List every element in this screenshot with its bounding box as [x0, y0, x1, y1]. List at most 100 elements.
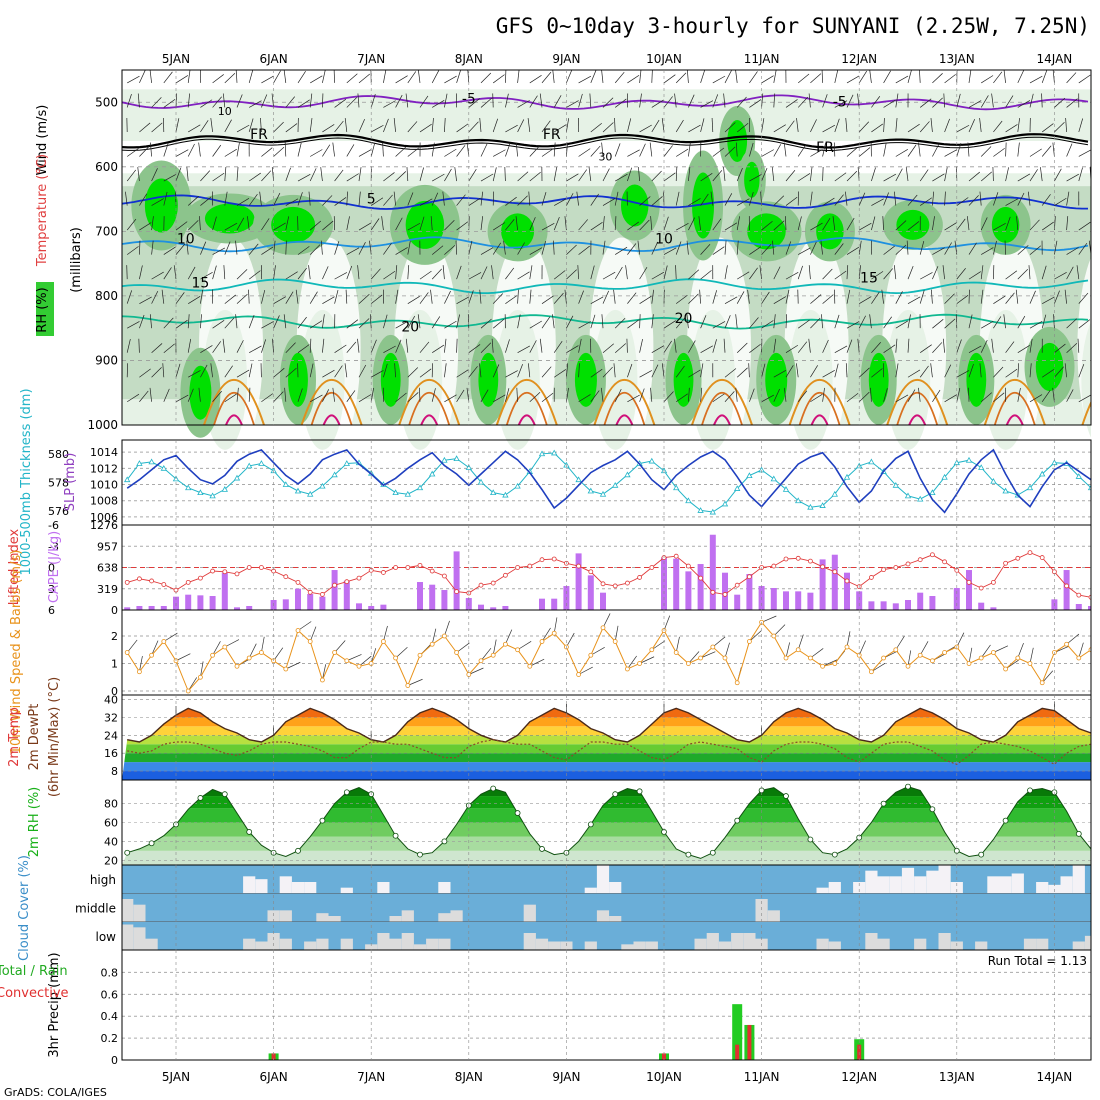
wind-barb — [578, 75, 592, 84]
wind-barb — [383, 70, 387, 83]
wind-barb — [480, 191, 484, 206]
wind-barb — [297, 142, 302, 157]
cape-bar — [819, 559, 826, 610]
rh-point — [978, 851, 985, 858]
wind-barb — [944, 74, 956, 84]
wind-barb — [578, 394, 591, 403]
wind-barb — [1090, 278, 1091, 280]
wind-barb — [419, 216, 425, 231]
wind-barb-10m — [822, 659, 838, 667]
cape-bar — [831, 554, 838, 610]
wind-barb — [417, 314, 421, 329]
wind-barb — [1090, 303, 1091, 304]
isotherm-line — [122, 236, 1089, 253]
wind-barb — [273, 391, 284, 403]
wind-barb — [882, 216, 884, 231]
wind-barb — [675, 191, 680, 206]
cape-tick-label: 0 — [111, 604, 118, 617]
isotherm-25-arc — [398, 379, 461, 426]
wind-barb-10m — [993, 645, 1009, 653]
wind-barb — [1066, 342, 1078, 353]
wind-barb — [1005, 292, 1015, 304]
wind-barb — [309, 291, 318, 304]
wind-barb — [149, 70, 152, 83]
wind-barb — [883, 388, 888, 402]
isotherm-30-arc — [603, 392, 646, 426]
wind-barb — [930, 118, 933, 132]
wind-barb — [322, 144, 331, 157]
wind-barb — [993, 120, 1003, 133]
wind-barb — [797, 390, 808, 402]
wind-barb — [126, 338, 131, 353]
wind-barb — [235, 314, 238, 329]
wind-barb — [871, 271, 884, 280]
wind-barb — [675, 365, 685, 378]
wind-barb — [602, 168, 610, 182]
wind-barb — [638, 167, 640, 182]
li-point — [405, 565, 411, 570]
wind-barb — [846, 147, 858, 157]
wind-barb — [773, 266, 781, 280]
rh-point — [221, 791, 228, 798]
wind-barb — [151, 97, 162, 108]
wind-barb — [675, 119, 684, 133]
wind-barb — [578, 290, 584, 304]
wind-barb — [956, 268, 966, 280]
wind-barb — [846, 170, 858, 182]
wind-barb — [163, 267, 172, 280]
wind-barb — [432, 99, 445, 108]
wind-speed-point — [258, 650, 264, 655]
wind-barb — [808, 265, 811, 280]
slp-point — [209, 492, 216, 499]
wind-barb — [723, 93, 726, 108]
wind-barb — [1078, 292, 1089, 304]
rh-saturated-area — [765, 352, 788, 407]
wind-barb — [346, 319, 359, 329]
li-point — [978, 585, 984, 591]
wind-barb — [456, 369, 469, 378]
cape-bar — [966, 570, 972, 610]
wind-barb — [956, 124, 970, 133]
wind-barb — [651, 241, 659, 255]
wind-barb-10m — [919, 641, 929, 656]
wind-barb — [920, 272, 933, 280]
slp-point — [734, 485, 741, 491]
wind-barb — [761, 118, 765, 133]
wind-barb — [468, 290, 474, 304]
isotherm-35-arc — [615, 414, 634, 426]
wind-barb — [942, 338, 945, 353]
wind-barb — [334, 98, 347, 108]
wind-barb — [834, 172, 847, 182]
cloud-bar — [865, 933, 878, 950]
li-point — [832, 569, 838, 575]
cloud-bar — [1072, 941, 1085, 950]
wind-barb — [980, 95, 989, 108]
wind-barb — [967, 142, 970, 157]
wind-barb — [139, 368, 151, 378]
wind-barb — [285, 240, 287, 255]
wind-barb — [846, 217, 855, 231]
wind-barb — [602, 366, 613, 378]
wind-barb — [163, 98, 176, 108]
wind-barb — [322, 124, 335, 133]
wind-barb — [688, 387, 690, 402]
wind-barb — [127, 75, 140, 84]
slp-point — [807, 503, 814, 510]
li-point — [673, 553, 679, 559]
wind-barb — [407, 121, 418, 133]
cape-bar — [502, 606, 509, 610]
wind-barb — [724, 391, 735, 402]
li-point — [344, 579, 350, 585]
wind-barb — [773, 296, 787, 304]
wind-barb — [1054, 290, 1060, 304]
wind-barb — [358, 222, 372, 231]
wind-barb — [322, 389, 330, 402]
wind-barb — [381, 216, 384, 231]
wind-barb — [541, 392, 554, 403]
wind-barb — [566, 193, 574, 206]
wind-speed-point — [332, 650, 338, 655]
wind-barb — [712, 218, 722, 231]
rh-saturated-area — [747, 213, 786, 250]
wind-barb — [966, 216, 970, 231]
wind-barb — [358, 149, 372, 157]
